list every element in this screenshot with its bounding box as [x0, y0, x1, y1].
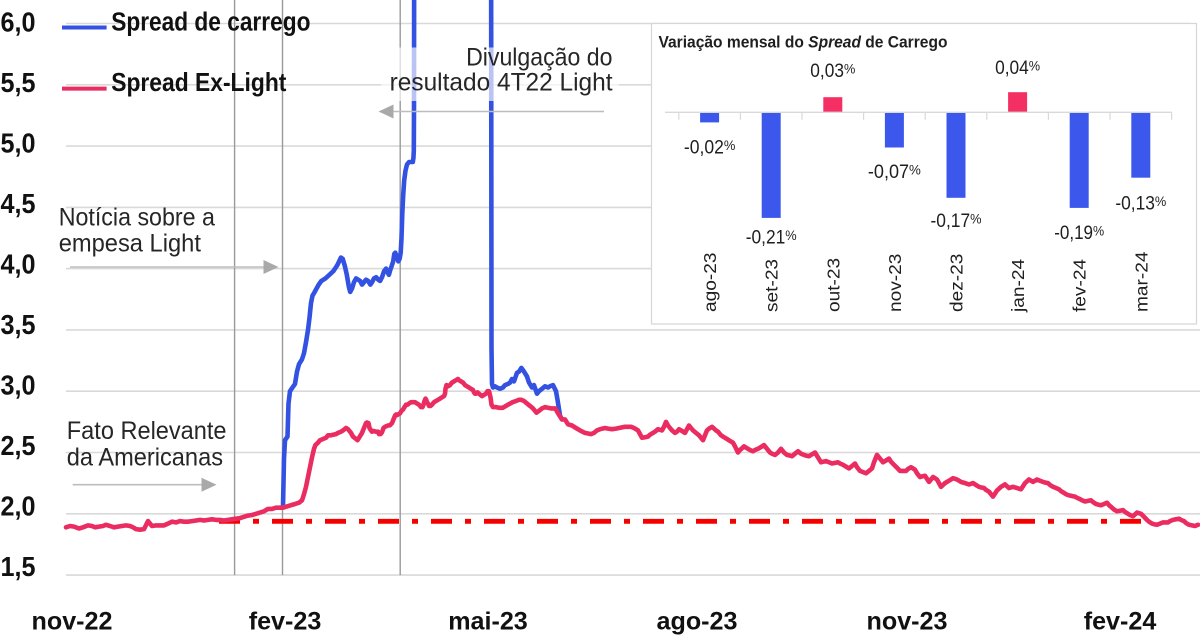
svg-text:1,5: 1,5 [1, 551, 36, 583]
svg-text:nov-23: nov-23 [867, 608, 948, 636]
svg-text:fev-24: fev-24 [1069, 259, 1089, 312]
svg-text:nov-22: nov-22 [32, 608, 113, 636]
svg-text:resultado 4T22 Light: resultado 4T22 Light [390, 69, 613, 96]
svg-text:out-23: out-23 [823, 258, 843, 312]
svg-text:mai-23: mai-23 [448, 608, 528, 636]
svg-text:Variação mensal do Spread de C: Variação mensal do Spread de Carrego [659, 33, 948, 52]
svg-text:5,0: 5,0 [1, 127, 36, 159]
svg-text:set-23: set-23 [761, 259, 781, 312]
svg-text:3,5: 3,5 [1, 309, 36, 341]
svg-text:0,04%: 0,04% [995, 57, 1040, 78]
svg-text:-0,19%: -0,19% [1054, 222, 1104, 243]
svg-text:0,03%: 0,03% [810, 60, 855, 81]
svg-text:fev-23: fev-23 [249, 608, 322, 636]
svg-text:-0,02%: -0,02% [684, 136, 736, 158]
svg-text:2,5: 2,5 [1, 430, 36, 462]
svg-text:2,0: 2,0 [1, 490, 36, 522]
svg-text:5,5: 5,5 [1, 67, 36, 99]
svg-text:-0,07%: -0,07% [868, 161, 921, 183]
svg-text:Notícia sobre a: Notícia sobre a [59, 204, 216, 232]
svg-text:6,0: 6,0 [1, 6, 36, 38]
svg-text:jan-24: jan-24 [1008, 259, 1028, 313]
svg-text:-0,13%: -0,13% [1115, 193, 1166, 214]
svg-text:ago-23: ago-23 [700, 253, 720, 312]
svg-text:da Americanas: da Americanas [67, 444, 223, 472]
svg-text:3,0: 3,0 [1, 369, 36, 401]
svg-text:Fato Relevante: Fato Relevante [67, 418, 227, 446]
svg-text:dez-23: dez-23 [946, 254, 966, 312]
svg-text:fev-24: fev-24 [1084, 608, 1157, 636]
svg-text:Spread de carrego: Spread de carrego [111, 8, 310, 37]
svg-text:nov-23: nov-23 [884, 254, 904, 312]
svg-text:Spread Ex-Light: Spread Ex-Light [111, 69, 286, 98]
svg-text:ago-23: ago-23 [657, 608, 738, 636]
svg-text:mar-24: mar-24 [1131, 252, 1151, 312]
svg-text:empesa Light: empesa Light [59, 230, 201, 258]
svg-text:4,5: 4,5 [1, 188, 36, 220]
svg-text:4,0: 4,0 [1, 248, 36, 280]
svg-text:-0,21%: -0,21% [746, 227, 797, 248]
svg-text:Divulgação do: Divulgação do [466, 44, 612, 72]
svg-text:-0,17%: -0,17% [931, 210, 982, 231]
